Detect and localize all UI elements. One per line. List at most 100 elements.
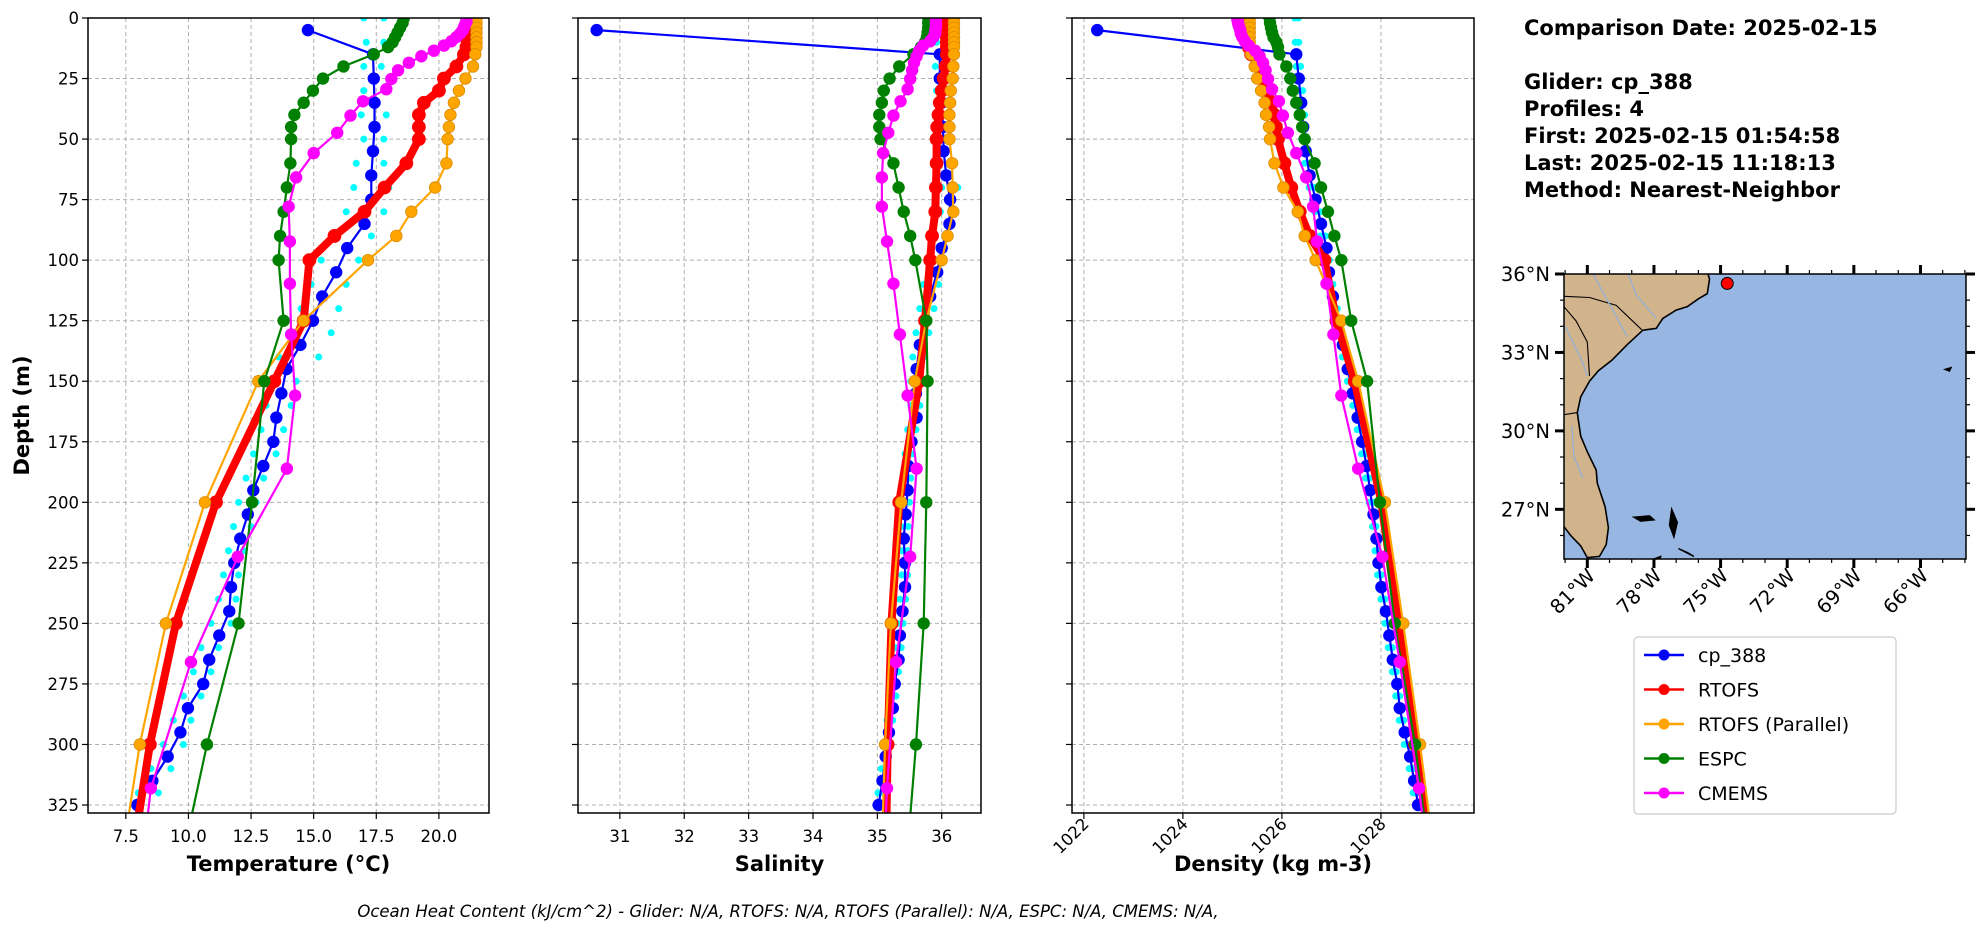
series-marker-0 xyxy=(940,169,953,182)
legend-marker-swatch xyxy=(1658,649,1670,661)
series-marker-2 xyxy=(1254,84,1268,97)
series-marker-0 xyxy=(275,387,288,400)
series-marker-2 xyxy=(159,617,173,630)
series-marker-0 xyxy=(1393,701,1406,715)
profile-scatter-point xyxy=(916,305,924,313)
profile-scatter-point xyxy=(931,62,939,70)
series-marker-1 xyxy=(399,156,414,171)
series-marker-4 xyxy=(144,782,158,795)
series-marker-0 xyxy=(368,96,381,109)
island xyxy=(1668,506,1679,540)
series-marker-4 xyxy=(1299,171,1313,184)
profile-scatter-point xyxy=(342,208,350,216)
series-marker-4 xyxy=(1276,109,1290,122)
profile-scatter-point xyxy=(380,159,388,167)
series-marker-3 xyxy=(909,253,922,267)
series-marker-0 xyxy=(330,266,343,279)
series-marker-4 xyxy=(184,655,198,669)
x-tick-label: 12.5 xyxy=(233,827,270,846)
map-lat-label: 36°N xyxy=(1501,263,1550,286)
profile-scatter-point xyxy=(360,62,368,70)
series-marker-3 xyxy=(917,617,930,630)
x-axis-label: Salinity xyxy=(735,852,825,876)
series-marker-4 xyxy=(880,235,894,248)
series-marker-0 xyxy=(1091,23,1104,37)
series-marker-4 xyxy=(288,389,302,402)
series-marker-4 xyxy=(282,200,295,213)
series-marker-1 xyxy=(432,83,446,98)
info-line: Comparison Date: 2025-02-15 xyxy=(1524,16,1878,40)
series-marker-3 xyxy=(921,375,934,388)
x-axis-label: Temperature (°C) xyxy=(187,852,390,876)
profile-scatter-point xyxy=(230,523,238,531)
series-marker-3 xyxy=(875,96,889,109)
profile-scatter-point xyxy=(355,256,363,264)
series-marker-0 xyxy=(341,241,354,255)
series-marker-4 xyxy=(380,82,393,96)
series-marker-4 xyxy=(344,109,357,122)
series-marker-0 xyxy=(367,72,380,85)
series-marker-0 xyxy=(1314,217,1328,231)
series-marker-1 xyxy=(929,132,944,146)
series-marker-4 xyxy=(1335,389,1348,402)
y-tick-label: 200 xyxy=(48,493,80,512)
profile-scatter-point xyxy=(382,111,390,119)
series-marker-4 xyxy=(1412,782,1426,795)
series-marker-4 xyxy=(882,126,895,139)
series-marker-2 xyxy=(466,60,480,73)
series-marker-4 xyxy=(1351,462,1365,475)
series-marker-3 xyxy=(1345,314,1358,327)
glider-position-marker xyxy=(1720,276,1734,290)
series-marker-3 xyxy=(920,496,933,509)
profile-scatter-point xyxy=(327,329,335,337)
legend-label: RTOFS xyxy=(1698,680,1759,702)
series-marker-4 xyxy=(1281,126,1295,139)
series-marker-1 xyxy=(209,495,223,510)
series-marker-3 xyxy=(288,108,301,122)
plot-area xyxy=(127,18,483,813)
y-tick-label: 125 xyxy=(48,312,80,331)
series-marker-3 xyxy=(903,229,917,243)
series-marker-4 xyxy=(402,56,416,69)
series-marker-2 xyxy=(935,253,948,267)
series-marker-1 xyxy=(928,204,943,219)
info-box: Comparison Date: 2025-02-15 Glider: cp_38… xyxy=(1524,16,1878,202)
island xyxy=(1942,366,1953,372)
series-marker-4 xyxy=(903,72,917,86)
series-marker-4 xyxy=(876,146,890,160)
series-marker-3 xyxy=(316,72,330,85)
ocean-heat-content-footer: Ocean Heat Content (kJ/cm^2) - Glider: N… xyxy=(357,902,1218,921)
legend-entry: cp_388 xyxy=(1644,645,1766,667)
series-marker-2 xyxy=(1291,205,1304,218)
series-marker-4 xyxy=(385,72,398,86)
profile-scatter-point xyxy=(154,789,162,797)
series-marker-3 xyxy=(1314,181,1328,194)
river xyxy=(1564,326,1588,377)
river xyxy=(1592,274,1628,338)
legend-entry: RTOFS xyxy=(1644,680,1759,702)
series-marker-3 xyxy=(1298,132,1311,146)
series-marker-3 xyxy=(280,181,294,194)
series-marker-3 xyxy=(284,132,298,146)
series-marker-0 xyxy=(203,653,216,666)
series-marker-4 xyxy=(903,550,917,563)
series-marker-4 xyxy=(283,235,297,248)
series-marker-4 xyxy=(231,550,244,563)
series-marker-3 xyxy=(367,48,380,61)
series-marker-3 xyxy=(897,205,910,218)
x-tick-label: 10.0 xyxy=(170,827,207,846)
series-marker-4 xyxy=(1306,200,1320,213)
profile-scatter-point xyxy=(197,692,205,700)
series-marker-1 xyxy=(457,47,471,62)
series-marker-2 xyxy=(1259,108,1273,122)
y-tick-label: 75 xyxy=(58,191,79,210)
series-marker-0 xyxy=(174,726,187,739)
series-marker-0 xyxy=(590,23,603,37)
profile-scatter-point xyxy=(904,523,912,531)
series-marker-4 xyxy=(910,462,923,475)
series-marker-3 xyxy=(232,617,245,630)
series-marker-1 xyxy=(411,120,426,134)
series-marker-0 xyxy=(365,169,378,182)
series-marker-2 xyxy=(361,253,375,267)
